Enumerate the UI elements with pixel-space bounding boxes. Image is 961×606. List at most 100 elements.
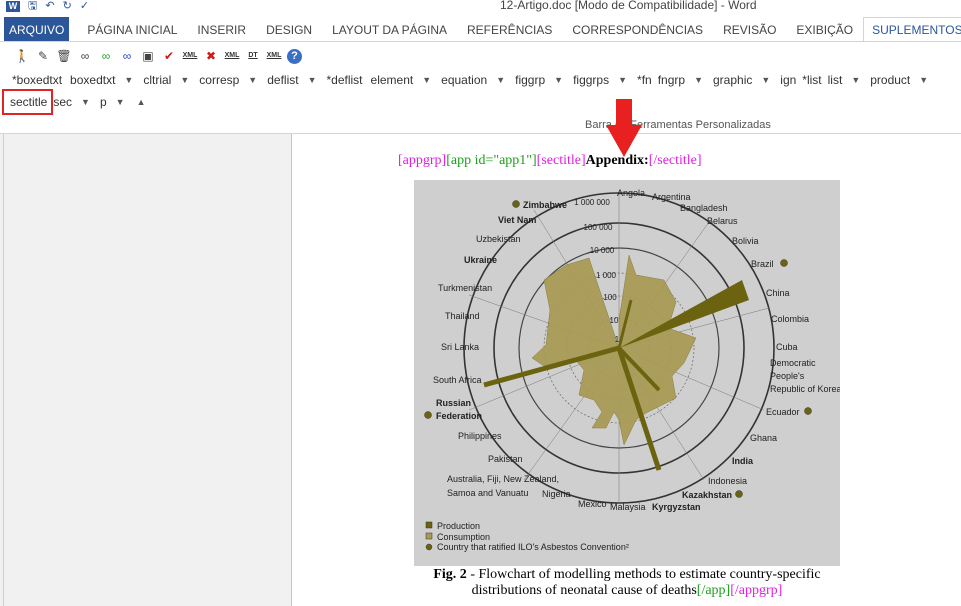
tab-design[interactable]: DESIGN <box>266 22 313 37</box>
tag-boxedtxt[interactable]: boxedtxt ▼ <box>70 73 134 87</box>
floppy-icon[interactable]: ▣ <box>142 49 154 63</box>
chevron-down-icon[interactable]: ▼ <box>307 75 317 85</box>
check-icon[interactable]: ✔ <box>163 49 175 63</box>
chevron-down-icon[interactable]: ▼ <box>851 75 861 85</box>
country-label: Argentina <box>652 192 691 202</box>
figure-caption[interactable]: Fig. 2 - Flowchart of modelling methods … <box>414 567 840 599</box>
chevron-down-icon[interactable]: ▼ <box>694 75 703 85</box>
help-icon[interactable]: ? <box>287 48 302 64</box>
tag-fngrp[interactable]: fngrp ▼ <box>657 73 703 87</box>
tag-graphic[interactable]: graphic ▼ <box>713 73 771 87</box>
data-xml-icon[interactable]: DT <box>248 52 258 59</box>
chevron-down-icon[interactable]: ▼ <box>919 75 929 85</box>
save-icon[interactable]: 🖫 <box>28 0 38 12</box>
tag-style-row-2: sectitle sec ▼ p ▼ ▲ <box>2 89 146 115</box>
tag-corresp[interactable]: corresp ▼ <box>199 73 258 87</box>
undo-icon[interactable]: ↶ <box>45 0 55 12</box>
tag-sectitle-open: [sectitle] <box>536 153 586 168</box>
chevron-down-icon[interactable]: ▼ <box>248 75 258 85</box>
tag-list-star[interactable]: *list <box>802 73 822 87</box>
tag-appgrp-open: [appgrp] <box>398 153 447 168</box>
caption-label: Fig. 2 <box>433 567 467 582</box>
chevron-down-icon[interactable]: ▼ <box>422 75 432 85</box>
chevron-down-icon[interactable]: ▼ <box>761 75 771 85</box>
chevron-up-icon[interactable]: ▲ <box>136 97 146 107</box>
tag-figgrp[interactable]: figgrp ▼ <box>515 73 564 87</box>
country-label: Cuba <box>776 342 798 352</box>
title-bar: W 🖫 ↶ ↻ ✓ 12-Artigo.doc [Modo de Compati… <box>0 0 961 14</box>
xml-delete-icon[interactable]: XML <box>224 52 240 59</box>
country-labels: Angola Argentina Bangladesh Belarus Boli… <box>433 188 842 512</box>
figure-image[interactable]: 1 000 000 100 000 10 000 1 000 100 10 1 … <box>414 180 842 566</box>
chevron-down-icon[interactable]: ▼ <box>554 75 564 85</box>
close-icon[interactable]: ✖ <box>205 49 217 63</box>
tab-layout-da-pagina[interactable]: LAYOUT DA PÁGINA <box>332 22 448 37</box>
production-kazakhstan <box>616 347 662 471</box>
tag-fn-star[interactable]: *fn <box>637 73 652 87</box>
tag-element[interactable]: element ▼ <box>370 73 432 87</box>
country-label: Sri Lanka <box>441 342 479 352</box>
legend-swatch-production <box>425 521 433 529</box>
tag-sectitle-close: [/sectitle] <box>648 153 702 168</box>
spelling-icon[interactable]: ✓ <box>79 0 90 12</box>
tag-deflist[interactable]: deflist ▼ <box>267 73 317 87</box>
tab-correspondencias[interactable]: CORRESPONDÊNCIAS <box>572 22 704 37</box>
chevron-down-icon[interactable]: ▼ <box>124 75 134 85</box>
country-label: Thailand <box>445 311 480 321</box>
ring-label-10000: 10 000 <box>590 246 615 255</box>
tab-revisao[interactable]: REVISÃO <box>723 22 777 37</box>
tag-list[interactable]: list ▼ <box>827 73 861 87</box>
production-china <box>619 280 749 348</box>
country-label: Australia, Fiji, New Zealand, <box>447 474 559 484</box>
country-label: Federation <box>436 411 482 421</box>
pen-icon[interactable]: ✎ <box>37 49 49 63</box>
legend: Production Consumption Country that rati… <box>425 521 629 552</box>
tag-sectitle-highlighted[interactable]: sectitle <box>2 89 54 115</box>
radar-figure: 1 000 000 100 000 10 000 1 000 100 10 1 … <box>414 180 842 566</box>
tag-figgrps[interactable]: figgrps ▼ <box>573 73 628 87</box>
tag-style-row-1: *boxedtxt boxedtxt ▼ cltrial ▼ corresp ▼ de… <box>12 71 938 89</box>
tag-ign[interactable]: ign <box>780 73 797 87</box>
chevron-down-icon[interactable]: ▼ <box>618 75 628 85</box>
country-label: Turkmenistan <box>438 283 492 293</box>
multi-link-icon[interactable]: ∞ <box>122 49 132 63</box>
redo-icon[interactable]: ↻ <box>62 0 72 12</box>
tag-sec[interactable]: sec ▼ <box>53 95 90 109</box>
country-label: Angola <box>617 188 645 198</box>
tag-app-close: [/app] <box>696 583 731 598</box>
person-icon[interactable]: 🚶 <box>14 49 30 63</box>
tab-pagina-inicial[interactable]: PÁGINA INICIAL <box>87 22 178 37</box>
xml-icon[interactable]: XML <box>182 52 198 59</box>
tag-boxedtxt-star[interactable]: *boxedtxt <box>12 73 63 87</box>
tag-equation[interactable]: equation ▼ <box>441 73 506 87</box>
tab-suplementos[interactable]: SUPLEMENTOS <box>863 17 961 42</box>
tab-arquivo[interactable]: ARQUIVO <box>4 17 70 42</box>
chevron-down-icon[interactable]: ▼ <box>115 97 125 107</box>
tab-inserir[interactable]: INSERIR <box>197 22 247 37</box>
document-headline[interactable]: [appgrp][app id="app1"][sectitle]Appendi… <box>398 153 702 169</box>
tab-referencias[interactable]: REFERÊNCIAS <box>467 22 553 37</box>
country-label: Viet Nam <box>498 215 536 225</box>
tag-product[interactable]: product ▼ <box>870 73 929 87</box>
country-label: Samoa and Vanuatu <box>447 488 528 498</box>
tag-appgrp-close: [/appgrp] <box>730 583 783 598</box>
ring-label-10: 10 <box>610 316 619 325</box>
trash-icon[interactable]: 🗑 <box>56 49 72 63</box>
country-label: Bangladesh <box>680 203 728 213</box>
tag-deflist-star[interactable]: *deflist <box>326 73 363 87</box>
tag-cltrial[interactable]: cltrial ▼ <box>143 73 190 87</box>
tab-exibicao[interactable]: EXIBIÇÃO <box>796 22 854 37</box>
link-icon[interactable]: ∞ <box>80 49 90 63</box>
country-label: Uzbekistan <box>476 234 521 244</box>
ilo-marker <box>512 200 520 208</box>
color-link-icon[interactable]: ∞ <box>101 49 111 63</box>
chevron-down-icon[interactable]: ▼ <box>81 97 90 107</box>
country-label: Indonesia <box>708 476 747 486</box>
xml-export-icon[interactable]: XML <box>266 52 282 59</box>
chevron-down-icon[interactable]: ▼ <box>496 75 506 85</box>
country-label: Zimbabwe <box>523 200 567 210</box>
tag-p[interactable]: p ▼ <box>99 95 125 109</box>
chevron-down-icon[interactable]: ▼ <box>180 75 190 85</box>
word-icon[interactable]: W <box>6 0 20 12</box>
navigation-pane <box>0 134 292 606</box>
